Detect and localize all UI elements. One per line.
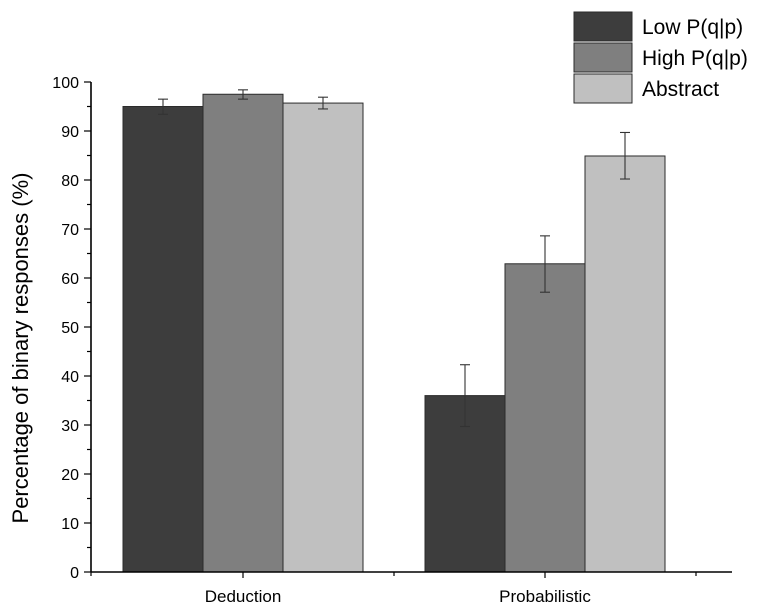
x-tick-label-deduction: Deduction: [205, 587, 282, 606]
legend-label-abstract: Abstract: [642, 78, 719, 101]
y-tick-label-100: 100: [52, 75, 79, 92]
y-tick-label-90: 90: [61, 124, 79, 141]
legend-swatch-high-p-q-p: [573, 42, 633, 73]
y-tick-label-20: 20: [61, 467, 79, 484]
y-tick-label-60: 60: [61, 271, 79, 288]
y-tick-label-70: 70: [61, 222, 79, 239]
legend-label-low-p-q-p: Low P(q|p): [642, 16, 743, 39]
legend-swatch-abstract: [573, 73, 633, 104]
y-tick-label-10: 10: [61, 516, 79, 533]
y-axis-label: Percentage of binary responses (%): [8, 173, 33, 524]
y-tick-label-40: 40: [61, 369, 79, 386]
bar-deduction-abstract: [282, 102, 364, 573]
bars-group: [122, 93, 666, 573]
y-tick-label-0: 0: [70, 565, 79, 582]
bar-probabilistic-high-p-q-p: [504, 263, 586, 573]
y-tick-label-50: 50: [61, 320, 79, 337]
bar-probabilistic-abstract: [584, 155, 666, 573]
y-tick-label-80: 80: [61, 173, 79, 190]
axes-group: 0 10 20 30 40 50 60 70 80 90 100 Deduction Probabili…: [52, 75, 732, 606]
x-tick-label-probabilistic: Probabilistic: [499, 587, 591, 606]
bar-deduction-high-p-q-p: [202, 93, 284, 573]
legend-swatch-low-p-q-p: [573, 11, 633, 42]
bar-deduction-low-p-q-p: [122, 106, 204, 573]
legend-label-high-p-q-p: High P(q|p): [642, 47, 748, 70]
y-tick-label-30: 30: [61, 418, 79, 435]
legend: Low P(q|p) High P(q|p) Abstract: [573, 11, 748, 104]
error-bars-group: [158, 89, 630, 428]
